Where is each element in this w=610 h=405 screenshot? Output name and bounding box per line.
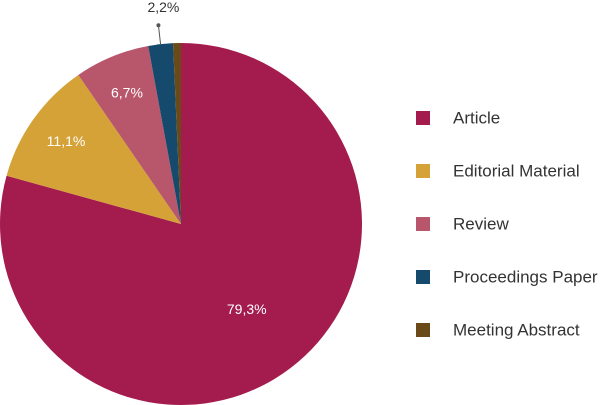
pie-slice	[78, 45, 181, 225]
pie-slice	[173, 43, 181, 224]
legend-label: Meeting Abstract	[453, 320, 580, 339]
legend-swatch	[416, 217, 430, 231]
legend-label: Editorial Material	[453, 161, 580, 180]
pie-slice	[0, 43, 362, 405]
pie-slice	[148, 43, 181, 225]
leader-dot	[156, 23, 161, 28]
data-label: 6,7%	[111, 84, 143, 100]
pie-slice	[6, 74, 182, 224]
legend-swatch	[416, 270, 430, 284]
data-label: 2,2%	[147, 0, 179, 15]
legend-swatch	[416, 323, 430, 337]
legend-swatch	[416, 164, 430, 178]
data-label: 11,1%	[47, 133, 86, 149]
data-label: 79,3%	[227, 301, 267, 317]
legend-label: Proceedings Paper	[453, 267, 598, 286]
leader-line	[157, 25, 162, 45]
legend-label: Review	[453, 214, 509, 233]
legend-label: Article	[453, 108, 500, 127]
legend-swatch	[416, 111, 430, 125]
